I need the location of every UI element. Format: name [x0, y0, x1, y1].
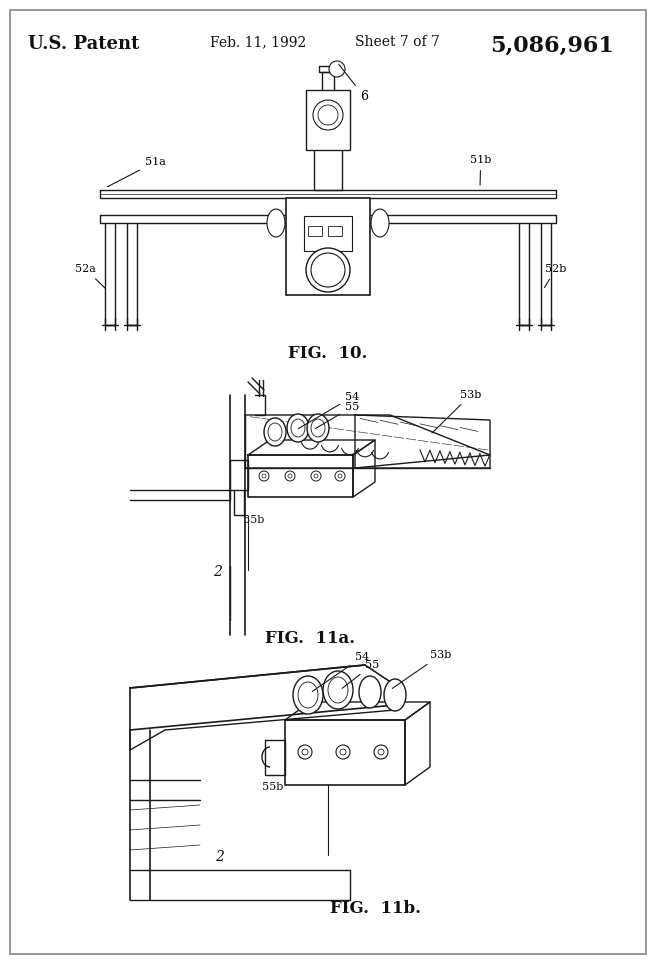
Bar — [304, 216, 352, 251]
Text: U.S. Patent: U.S. Patent — [28, 35, 139, 53]
Circle shape — [374, 745, 388, 759]
Ellipse shape — [293, 676, 323, 714]
Polygon shape — [314, 150, 342, 190]
Text: 51a: 51a — [108, 157, 166, 187]
Circle shape — [313, 100, 343, 130]
Text: 53b: 53b — [392, 650, 451, 688]
Text: 5,086,961: 5,086,961 — [490, 35, 614, 57]
Circle shape — [311, 471, 321, 481]
Polygon shape — [322, 72, 334, 90]
Polygon shape — [230, 460, 248, 490]
Bar — [286, 198, 370, 295]
Ellipse shape — [291, 419, 305, 437]
Text: 52b: 52b — [544, 264, 566, 287]
Text: Sheet 7 of 7: Sheet 7 of 7 — [355, 35, 440, 49]
Polygon shape — [353, 440, 375, 497]
Ellipse shape — [298, 682, 318, 708]
Polygon shape — [405, 702, 430, 785]
Polygon shape — [100, 190, 556, 198]
Circle shape — [336, 745, 350, 759]
Text: 2: 2 — [215, 850, 224, 864]
Text: 52a: 52a — [75, 264, 105, 288]
Polygon shape — [100, 215, 556, 223]
Polygon shape — [319, 66, 337, 72]
Text: 55b: 55b — [262, 782, 283, 792]
Circle shape — [314, 474, 318, 478]
Circle shape — [306, 248, 350, 292]
Circle shape — [318, 105, 338, 125]
Ellipse shape — [311, 419, 325, 437]
Circle shape — [285, 471, 295, 481]
Ellipse shape — [384, 679, 406, 711]
Circle shape — [378, 749, 384, 755]
Text: 2: 2 — [213, 565, 222, 579]
Circle shape — [338, 474, 342, 478]
Circle shape — [311, 253, 345, 287]
Ellipse shape — [371, 209, 389, 237]
Bar — [328, 226, 342, 236]
Bar — [308, 226, 322, 236]
Text: FIG.  11a.: FIG. 11a. — [265, 630, 355, 647]
Ellipse shape — [307, 414, 329, 442]
Circle shape — [298, 745, 312, 759]
Ellipse shape — [359, 676, 381, 708]
Circle shape — [335, 471, 345, 481]
Polygon shape — [285, 702, 430, 720]
Text: 54: 54 — [298, 392, 359, 429]
Ellipse shape — [268, 423, 282, 441]
Polygon shape — [245, 415, 490, 468]
Ellipse shape — [264, 418, 286, 446]
Circle shape — [288, 474, 292, 478]
Polygon shape — [130, 490, 230, 500]
Ellipse shape — [328, 677, 348, 703]
Circle shape — [329, 61, 345, 77]
Polygon shape — [355, 415, 490, 468]
Polygon shape — [248, 440, 375, 455]
Text: 53b: 53b — [432, 390, 482, 433]
Circle shape — [302, 749, 308, 755]
Polygon shape — [265, 740, 285, 775]
Text: 55: 55 — [316, 402, 359, 429]
Text: 51b: 51b — [470, 155, 491, 185]
Text: Feb. 11, 1992: Feb. 11, 1992 — [210, 35, 306, 49]
Ellipse shape — [267, 209, 285, 237]
Polygon shape — [255, 395, 265, 415]
Polygon shape — [285, 720, 405, 785]
Circle shape — [262, 474, 266, 478]
Ellipse shape — [323, 671, 353, 709]
Polygon shape — [130, 665, 395, 730]
Circle shape — [340, 749, 346, 755]
Circle shape — [259, 471, 269, 481]
Text: 6: 6 — [338, 65, 368, 103]
Text: 54: 54 — [312, 652, 369, 691]
Polygon shape — [248, 455, 353, 497]
Text: 55: 55 — [342, 660, 379, 688]
Text: FIG.  10.: FIG. 10. — [289, 345, 367, 362]
Bar — [306, 90, 350, 150]
Text: 55b: 55b — [243, 515, 264, 525]
Ellipse shape — [287, 414, 309, 442]
Text: FIG.  11b.: FIG. 11b. — [330, 900, 421, 917]
